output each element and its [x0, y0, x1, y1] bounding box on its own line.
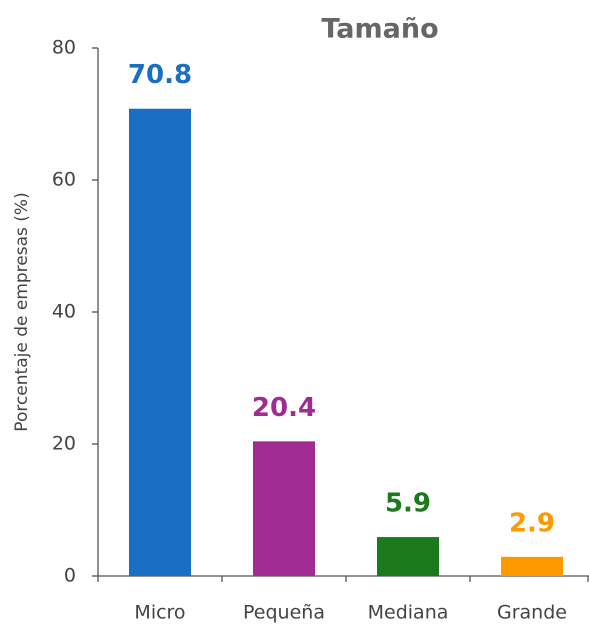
- value-label: 2.9: [509, 508, 555, 538]
- y-tick-label: 20: [52, 433, 76, 455]
- x-tick-label: Grande: [497, 602, 567, 624]
- y-tick-label: 0: [64, 565, 76, 587]
- y-axis-label: Porcentaje de empresas (%): [12, 192, 32, 431]
- x-tick-label: Mediana: [368, 602, 449, 624]
- bar: [253, 441, 315, 576]
- bar: [501, 556, 563, 576]
- bar: [129, 108, 191, 576]
- bar: [377, 537, 439, 576]
- y-tick-label: 80: [52, 37, 76, 59]
- value-label: 70.8: [128, 60, 192, 90]
- value-label: 20.4: [252, 393, 316, 423]
- y-tick-label: 60: [52, 169, 76, 191]
- x-tick-label: Micro: [134, 602, 185, 624]
- y-tick-label: 40: [52, 301, 76, 323]
- value-label: 5.9: [385, 489, 431, 519]
- x-tick-label: Pequeña: [243, 602, 325, 624]
- chart-title: Tamaño: [321, 14, 438, 45]
